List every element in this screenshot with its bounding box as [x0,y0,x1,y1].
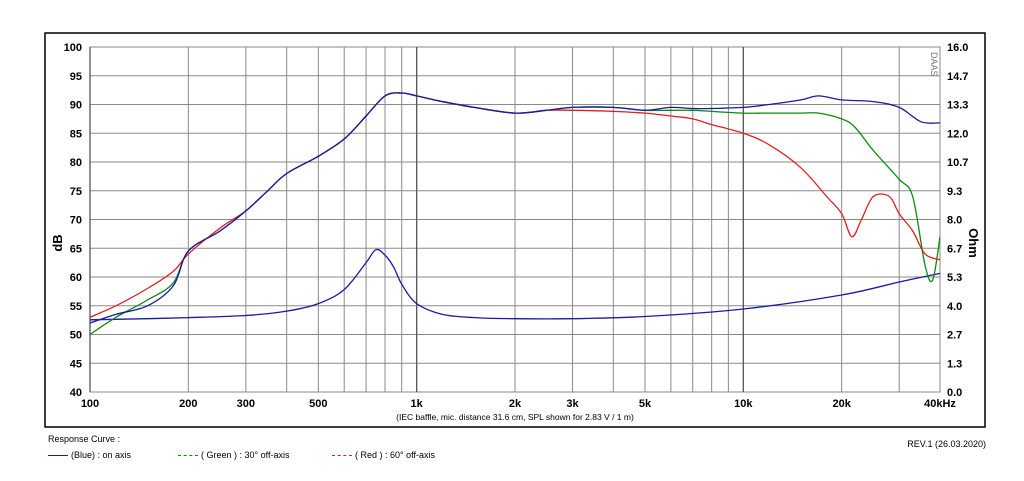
y-tick-label-left: 60 [70,272,82,284]
y-tick-label-right: 2.7 [947,330,962,342]
legend-swatch-red [332,454,352,456]
chart-frame [44,32,986,428]
y-tick-label-left: 75 [70,186,82,198]
y-axis-label-left: dB [50,234,65,251]
x-tick-label: 300 [237,398,255,410]
legend-swatch-green [178,454,198,456]
legend-item-red: ( Red ) : 60° off-axis [332,450,435,460]
y-tick-label-left: 55 [70,301,82,313]
y-axis-label-right: Ohm [966,228,981,258]
response-chart: 100 200 300 500 1k 2k 3k 5k 10k 20k 40kHz 100 95 90 85… [44,32,986,428]
y-tick-label-right: 1.3 [947,358,962,370]
legend-item-green: ( Green ) : 30° off-axis [178,450,289,460]
x-tick-label: 1k [411,398,424,410]
y-tick-label-left: 65 [70,243,82,255]
y-tick-label-right: 13.3 [947,100,968,112]
curves [89,92,941,336]
x-tick-label: 500 [309,398,327,410]
grid [89,46,941,393]
legend-label-red: ( Red ) : 60° off-axis [355,450,435,460]
y-tick-label-right: 16.0 [947,42,968,54]
y-tick-label-right: 5.3 [947,272,962,284]
y-tick-label-right: 14.7 [947,71,968,83]
y-tick-label-left: 70 [70,215,82,227]
y-tick-label-left: 80 [70,157,82,169]
x-tick-label: 3k [566,398,579,410]
y-tick-label-left: 95 [70,71,82,83]
legend-label-blue: (Blue) : on axis [71,450,132,460]
y-tick-label-right: 6.7 [947,243,962,255]
y-tick-label-right: 4.0 [947,301,962,313]
y-tick-label-left: 90 [70,100,82,112]
x-tick-label: 40kHz [924,398,956,410]
y-tick-label-left: 50 [70,330,82,342]
y-tick-label-left: 45 [70,358,82,370]
x-tick-label: 200 [179,398,197,410]
y-tick-label-left: 85 [70,128,82,140]
x-tick-label: 100 [81,398,99,410]
x-tick-label: 5k [639,398,652,410]
y-tick-label-left: 40 [70,387,82,399]
series-line-impedance [89,248,941,321]
revision-label: REV.1 (26.03.2020) [907,439,986,449]
y-tick-label-right: 0.0 [947,387,962,399]
legend-title: Response Curve : [48,434,121,444]
y-tick-label-right: 9.3 [947,186,962,198]
tick-labels: 100 200 300 500 1k 2k 3k 5k 10k 20k 40kHz 100 95 90 85… [64,42,969,410]
x-tick-label: 20k [832,398,851,410]
y-tick-label-right: 10.7 [947,157,968,169]
x-tick-label: 2k [509,398,522,410]
legend-label-green: ( Green ) : 30° off-axis [201,450,290,460]
watermark: DAAS [929,52,939,77]
legend-item-blue: (Blue) : on axis [48,450,131,460]
series-line-on-axis [89,92,941,324]
y-tick-label-right: 12.0 [947,128,968,140]
y-tick-label-right: 8.0 [947,215,962,227]
x-tick-label: 10k [734,398,753,410]
y-tick-label-left: 100 [64,42,82,54]
legend-swatch-blue [48,454,68,456]
measurement-note: (IEC baffle, mic. distance 31.6 cm, SPL … [396,412,634,422]
